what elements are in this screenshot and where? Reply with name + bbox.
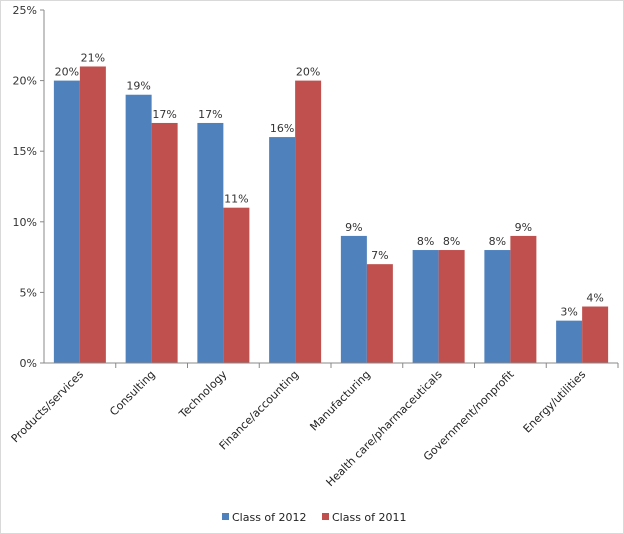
legend-label: Class of 2011: [332, 511, 407, 524]
category-label: Technology: [176, 368, 230, 422]
data-label: 19%: [126, 80, 150, 93]
y-tick-label: 15%: [13, 145, 37, 158]
data-label: 20%: [55, 66, 79, 79]
bar-class-of-2011: [151, 122, 178, 364]
data-label: 4%: [586, 292, 603, 305]
legend: Class of 2012 Class of 2011: [222, 511, 407, 524]
bar-class-of-2012: [484, 250, 511, 363]
bar-class-of-2012: [197, 122, 224, 364]
bar-class-of-2011: [366, 264, 393, 363]
y-tick-label: 25%: [13, 4, 37, 17]
category-label: Consulting: [107, 368, 158, 419]
data-label: 8%: [417, 235, 434, 248]
data-label: 7%: [371, 249, 388, 262]
category-label: Health care/pharmaceuticals: [324, 368, 445, 489]
data-label: 17%: [198, 108, 222, 121]
bar-class-of-2011: [295, 80, 322, 363]
y-tick-label: 0%: [20, 357, 37, 370]
y-tick-label: 20%: [13, 75, 37, 88]
data-label: 9%: [345, 221, 362, 234]
data-label: 3%: [560, 306, 577, 319]
y-tick-label: 10%: [13, 216, 37, 229]
bar-class-of-2012: [412, 250, 439, 363]
data-label: 8%: [443, 235, 460, 248]
bar-class-of-2011: [438, 250, 465, 363]
bar-class-of-2012: [340, 235, 367, 363]
category-label: Energy/utilities: [521, 368, 589, 436]
data-label: 21%: [81, 51, 105, 64]
data-labels: 20%21%19%17% 17%11%16%20%9%7%8% 8% 8%9%3%4%: [55, 51, 604, 318]
data-label: 11%: [224, 193, 248, 206]
bars: [53, 66, 609, 364]
bar-class-of-2011: [223, 207, 250, 363]
category-label: Manufacturing: [307, 368, 373, 434]
bar-class-of-2011: [79, 66, 106, 363]
legend-swatch: [322, 513, 329, 520]
category-label: Products/services: [9, 368, 87, 446]
bar-class-of-2012: [269, 137, 296, 363]
data-label: 17%: [152, 108, 176, 121]
category-label: Finance/accounting: [217, 368, 302, 453]
y-tick-label: 5%: [20, 286, 37, 299]
data-label: 9%: [515, 221, 532, 234]
legend-label: Class of 2012: [232, 511, 307, 524]
legend-swatch: [222, 513, 229, 520]
data-label: 20%: [296, 66, 320, 79]
bar-class-of-2012: [125, 94, 152, 363]
bar-class-of-2012: [556, 320, 583, 363]
data-label: 16%: [270, 122, 294, 135]
bar-class-of-2011: [582, 306, 609, 363]
y-axis: 0% 5% 10% 15% 20% 25%: [13, 4, 45, 370]
bar-class-of-2012: [53, 80, 80, 363]
bar-class-of-2011: [510, 235, 537, 363]
data-label: 8%: [489, 235, 506, 248]
x-axis: Products/services Consulting TechnologyFin…: [9, 362, 619, 489]
